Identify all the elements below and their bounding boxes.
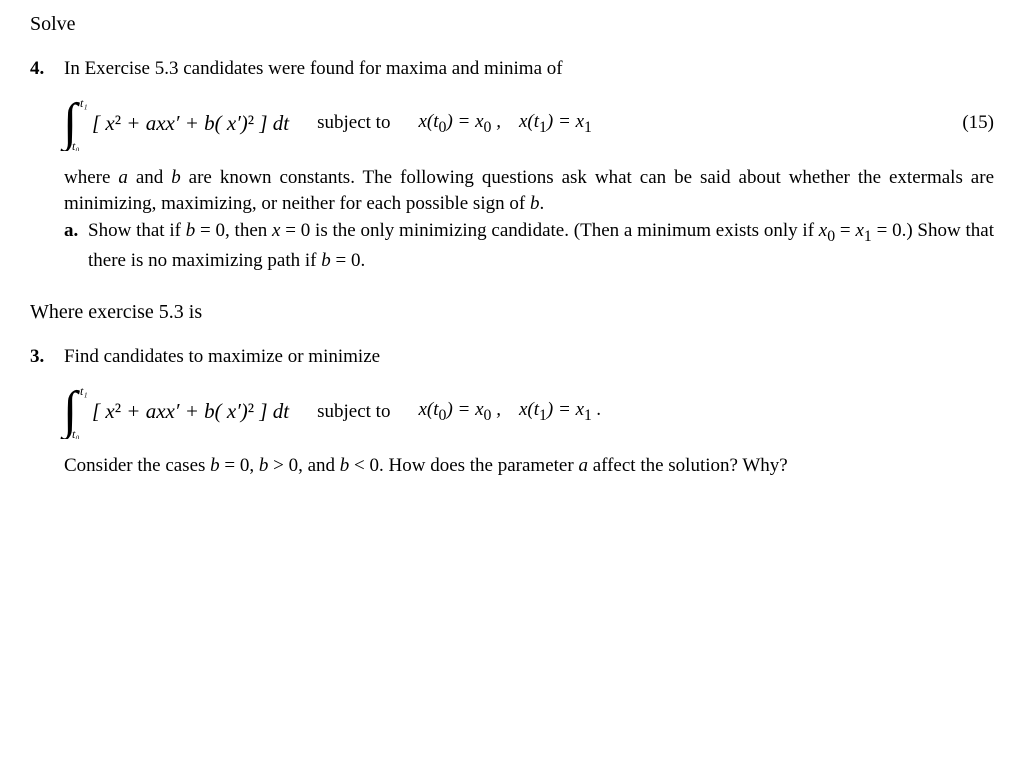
- svg-text:t₀: t₀: [72, 427, 80, 439]
- boundary-cond-1: x(t0) = x0 ,: [418, 109, 500, 139]
- problem-number-4: 4.: [30, 56, 64, 83]
- svg-text:t₁: t₁: [80, 385, 88, 398]
- integrand: [ x² + axx′ + b( x′)² ] dt: [92, 109, 289, 138]
- svg-text:t₀: t₀: [72, 139, 80, 151]
- problem-3-para2: Consider the cases b = 0, b > 0, and b <…: [64, 453, 994, 480]
- subheading: Where exercise 5.3 is: [30, 298, 994, 326]
- problem-3-lead: Find candidates to maximize or minimize: [64, 344, 994, 371]
- problem-4-para2: where a and b are known constants. The f…: [64, 165, 994, 218]
- integral-icon: ∫ t₁ t₀: [58, 97, 92, 151]
- equation-15: ∫ t₁ t₀ [ x² + axx′ + b( x′)² ] dt subje…: [58, 97, 994, 151]
- boundary-cond-2b: x(t1) = x1 .: [519, 397, 601, 427]
- subject-to-label-3: subject to: [317, 399, 390, 426]
- svg-text:t₁: t₁: [80, 97, 88, 110]
- integral-icon: ∫ t₁ t₀: [58, 385, 92, 439]
- problem-4-lead: In Exercise 5.3 candidates were found fo…: [64, 56, 994, 83]
- subject-to-label: subject to: [317, 110, 390, 137]
- problem-3: 3. Find candidates to maximize or minimi…: [30, 344, 994, 371]
- equation-number: (15): [942, 110, 994, 137]
- problem-4a: a. Show that if b = 0, then x = 0 is the…: [64, 218, 994, 275]
- page-title: Solve: [30, 10, 994, 38]
- sub-label-a: a.: [64, 218, 88, 275]
- boundary-cond-2: x(t1) = x1: [519, 109, 592, 139]
- problem-4: 4. In Exercise 5.3 candidates were found…: [30, 56, 994, 83]
- boundary-cond-1b: x(t0) = x0 ,: [418, 397, 500, 427]
- problem-number-3: 3.: [30, 344, 64, 371]
- equation-3: ∫ t₁ t₀ [ x² + axx′ + b( x′)² ] dt subje…: [58, 385, 994, 439]
- problem-4a-text: Show that if b = 0, then x = 0 is the on…: [88, 218, 994, 275]
- integrand-3: [ x² + axx′ + b( x′)² ] dt: [92, 397, 289, 426]
